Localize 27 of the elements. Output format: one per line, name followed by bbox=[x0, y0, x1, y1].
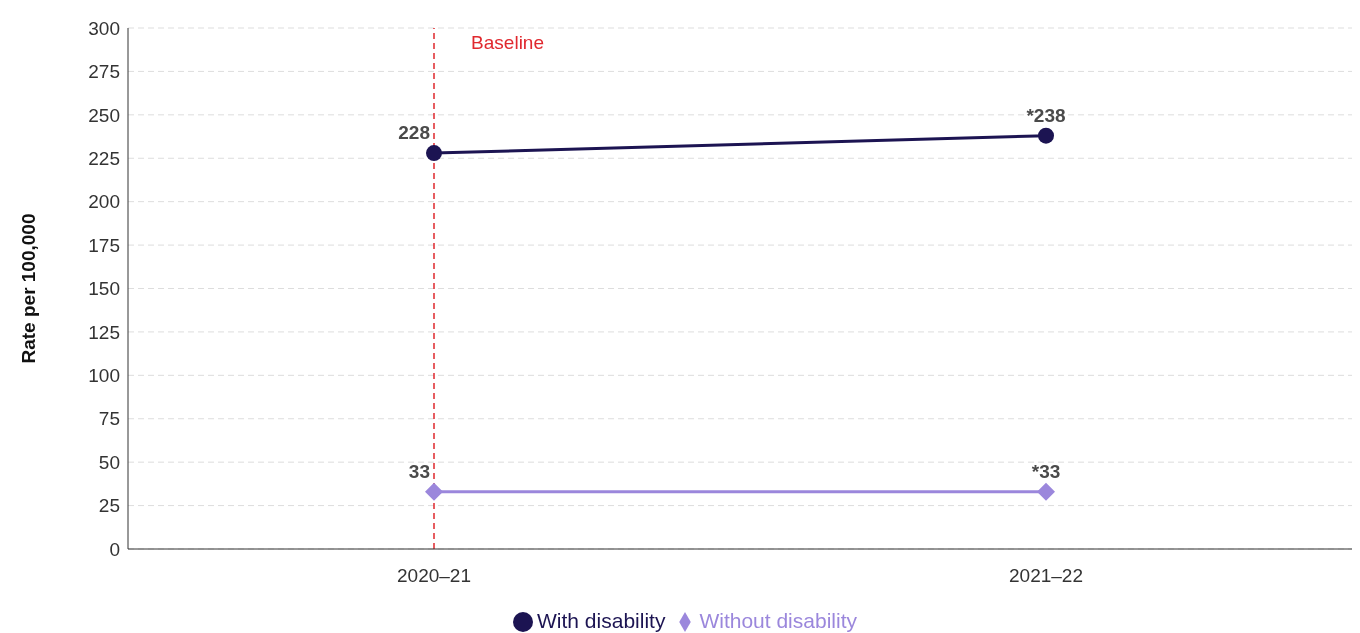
y-tick-label: 300 bbox=[88, 17, 120, 39]
x-tick-label: 2021–22 bbox=[1009, 565, 1083, 587]
y-tick-label: 250 bbox=[88, 104, 120, 126]
data-label: 33 bbox=[408, 460, 430, 482]
data-label: *238 bbox=[1026, 104, 1066, 126]
legend-label: Without disability bbox=[699, 609, 857, 632]
y-tick-label: 275 bbox=[88, 61, 120, 83]
y-tick-label: 225 bbox=[88, 147, 120, 169]
y-tick-label: 125 bbox=[88, 321, 120, 343]
y-tick-label: 100 bbox=[88, 365, 120, 387]
point bbox=[426, 145, 442, 162]
legend-label: With disability bbox=[537, 609, 666, 632]
y-tick-label: 200 bbox=[88, 191, 120, 213]
point bbox=[1037, 482, 1055, 501]
y-tick-label: 150 bbox=[88, 278, 120, 300]
x-tick-label: 2020–21 bbox=[397, 565, 471, 587]
point bbox=[1038, 127, 1054, 144]
y-tick-label: 75 bbox=[98, 408, 120, 430]
y-tick-label: 25 bbox=[98, 495, 120, 517]
y-tick-label: 0 bbox=[109, 538, 120, 560]
data-label: 228 bbox=[398, 122, 430, 144]
data-label: *33 bbox=[1031, 460, 1061, 482]
y-tick-label: 175 bbox=[88, 234, 120, 256]
ref-line-label: Baseline bbox=[471, 32, 544, 54]
point bbox=[425, 482, 443, 501]
y-axis-title: Rate per 100,000 bbox=[17, 213, 39, 364]
y-tick-label: 50 bbox=[98, 451, 120, 473]
